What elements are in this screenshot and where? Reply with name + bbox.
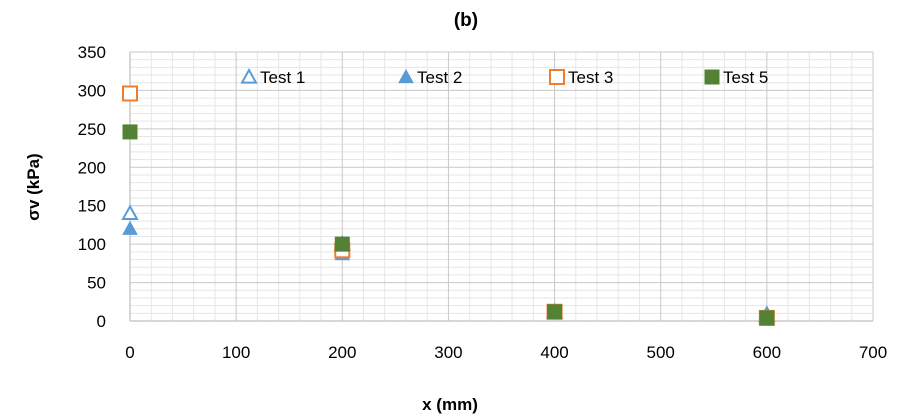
- y-tick-label: 0: [97, 312, 106, 331]
- legend: Test 1 Test 2 Test 3 Test 5: [240, 67, 768, 87]
- x-tick-label: 200: [328, 343, 356, 362]
- legend-entry: Test 3: [549, 68, 613, 87]
- legend-entry: Test 1: [240, 67, 305, 87]
- legend-marker: [549, 69, 565, 85]
- y-tick-label: 50: [87, 274, 106, 293]
- axes: [129, 52, 873, 322]
- legend-entry: Test 5: [704, 68, 768, 87]
- y-tick-label: 250: [78, 120, 106, 139]
- x-tick-label: 100: [222, 343, 250, 362]
- x-tick-label: 700: [859, 343, 887, 362]
- y-tick-label: 100: [78, 235, 106, 254]
- data-point: [122, 220, 138, 235]
- x-tick-label: 0: [125, 343, 134, 362]
- legend-marker: [398, 68, 414, 84]
- x-tick-label: 400: [540, 343, 568, 362]
- data-points: [121, 85, 776, 326]
- x-axis-title: x (mm): [422, 395, 478, 414]
- series-test-5: [122, 124, 775, 326]
- data-point: [334, 236, 350, 252]
- legend-label: Test 1: [260, 68, 305, 87]
- y-tick-label: 150: [78, 197, 106, 216]
- data-point: [122, 124, 138, 140]
- legend-label: Test 2: [417, 68, 462, 87]
- legend-marker: [240, 67, 258, 84]
- legend-label: Test 5: [723, 68, 768, 87]
- legend-marker: [704, 69, 720, 85]
- grid-lines: [129, 51, 874, 322]
- y-axis-title: σv (kPa): [24, 153, 43, 220]
- data-point: [121, 204, 139, 220]
- data-point: [122, 85, 138, 102]
- tick-labels: 0 100 200 300 400 500 600 700 0 50 100 150 200 250 300…: [78, 43, 888, 362]
- legend-label: Test 3: [568, 68, 613, 87]
- data-point: [759, 310, 775, 326]
- x-tick-label: 300: [434, 343, 462, 362]
- legend-entry: Test 2: [398, 68, 462, 87]
- data-point: [547, 304, 563, 320]
- y-tick-label: 350: [78, 43, 106, 62]
- x-tick-label: 600: [753, 343, 781, 362]
- y-tick-label: 200: [78, 158, 106, 177]
- chart-title: (b): [454, 10, 478, 31]
- x-tick-label: 500: [647, 343, 675, 362]
- y-tick-label: 300: [78, 81, 106, 100]
